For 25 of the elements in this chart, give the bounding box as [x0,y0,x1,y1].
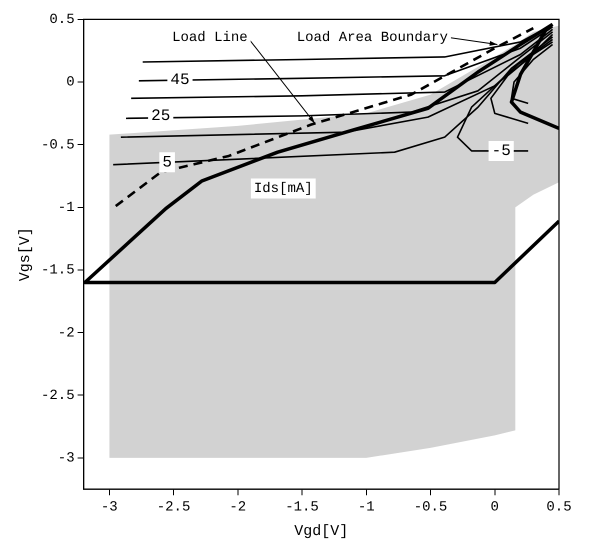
y-tick-label: -2.5 [40,388,75,404]
x-tick-label: 0 [490,499,499,516]
y-tick-label: 0 [66,74,75,91]
x-tick-label: 0.5 [546,499,572,516]
x-tick-label: -2 [229,499,246,516]
y-tick-label: -3 [58,450,75,467]
annotation: Ids[mA] [254,181,313,198]
x-tick-label: -2.5 [156,499,190,516]
annotation: 25 [151,107,170,126]
y-tick-label: -0.5 [40,137,75,154]
y-axis-title: Vgs[V] [16,227,34,282]
annotation: -5 [492,142,511,160]
y-tick-label: -1 [58,200,75,216]
annotation: Load Line [172,30,248,46]
annotation: 45 [170,70,190,89]
y-tick-label: -2 [58,325,75,342]
x-tick-label: -3 [100,499,118,516]
y-tick-label: 0.5 [49,12,75,28]
x-tick-label: -1.5 [285,499,319,516]
y-tick-label: -1.5 [40,262,75,279]
x-tick-label: -0.5 [414,499,448,516]
annotation: 5 [162,153,172,172]
annotation: Load Area Boundary [296,30,448,46]
x-axis-title: Vgd[V] [294,522,348,540]
x-tick-label: -1 [358,499,375,516]
